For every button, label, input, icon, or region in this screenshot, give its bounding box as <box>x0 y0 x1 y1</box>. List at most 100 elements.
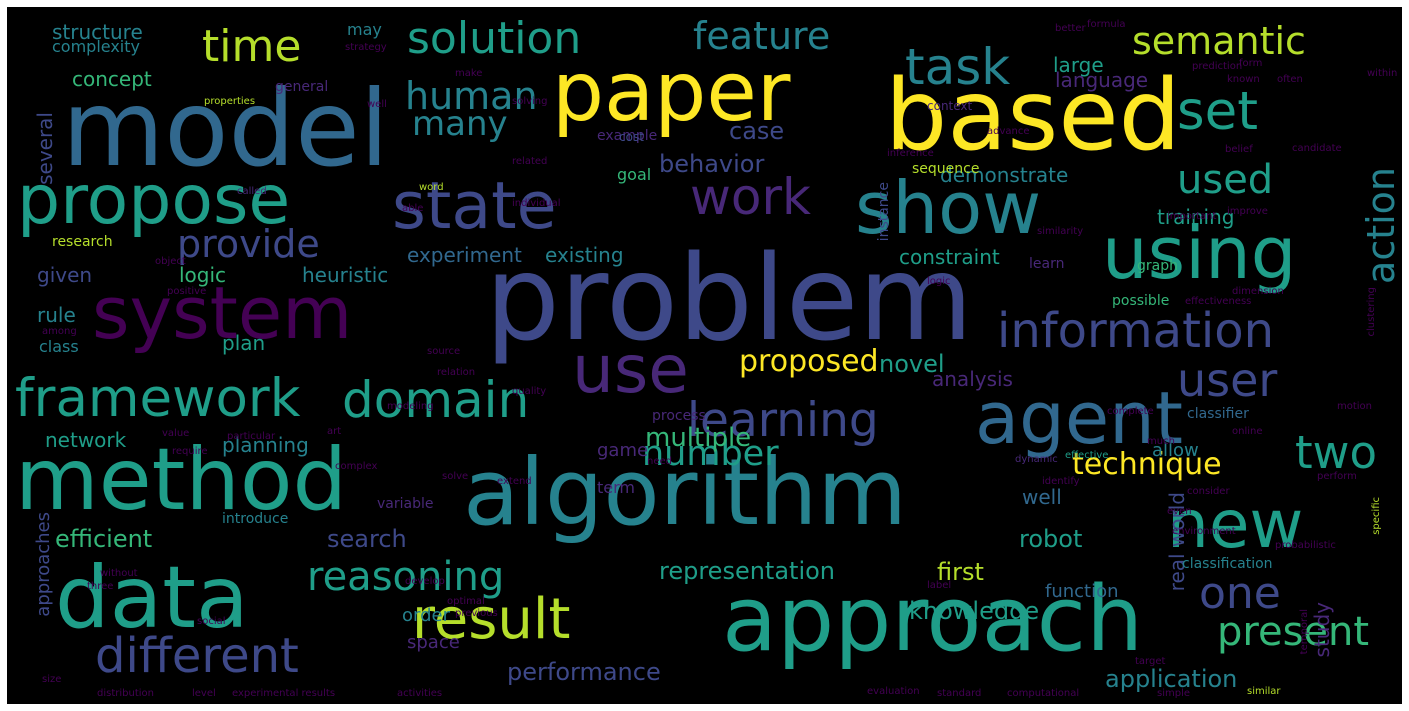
word-make: make <box>455 68 483 79</box>
word-prediction: prediction <box>1192 61 1243 72</box>
word-concept: concept <box>72 67 152 91</box>
word-word: word <box>419 182 444 193</box>
word-new: new <box>1167 486 1304 563</box>
word-size: size <box>42 674 62 685</box>
word-space: space <box>407 632 460 653</box>
word-method: method <box>15 430 348 530</box>
word-used: used <box>1177 157 1274 203</box>
word-cost: cost <box>619 130 644 144</box>
word-computational: computational <box>1007 688 1080 699</box>
word-human: human <box>405 74 538 118</box>
word-known: known <box>1227 74 1260 85</box>
word-information: information <box>997 303 1275 359</box>
word-context: context <box>927 99 973 113</box>
word-identify: identify <box>1042 476 1080 487</box>
word-logic: logic <box>927 276 951 287</box>
word-complete: complete <box>1107 406 1154 417</box>
word-algorithm: algorithm <box>463 439 908 546</box>
word-learn: learn <box>1029 256 1065 272</box>
word-particular: particular <box>227 431 276 442</box>
word-constraint: constraint <box>899 245 1000 269</box>
word-multiple: multiple <box>645 423 752 453</box>
word-two: two <box>1295 426 1377 479</box>
word-network: network <box>45 428 127 452</box>
word-candidate: candidate <box>1292 143 1342 154</box>
word-often: often <box>1277 74 1303 85</box>
word-probabilistic: probabilistic <box>1275 540 1336 551</box>
word-related: related <box>512 156 548 167</box>
word-extend: extend <box>497 476 532 487</box>
word-complexity: complexity <box>52 37 140 56</box>
word-strategy: strategy <box>345 42 387 53</box>
word-search: search <box>327 525 407 553</box>
word-positive: positive <box>167 286 207 297</box>
word-example: example <box>597 128 658 144</box>
word-language: language <box>1055 68 1149 92</box>
word-using: using <box>1102 211 1297 295</box>
word-approach: approach <box>722 567 1144 672</box>
word-learning: learning <box>687 393 879 448</box>
word-class: class <box>39 337 79 356</box>
word-structure: structure <box>52 20 143 44</box>
word-demonstrate: demonstrate <box>940 163 1069 187</box>
word-formula: formula <box>1087 19 1126 30</box>
word-simple: simple <box>1157 688 1191 699</box>
word-rule: rule <box>37 303 76 327</box>
word-large: large <box>1053 53 1104 77</box>
word-even: even <box>1167 506 1192 517</box>
word-complex: complex <box>335 461 378 472</box>
word-may: may <box>347 20 382 39</box>
word-reasoning: reasoning <box>307 554 505 600</box>
word-form: form <box>1239 58 1263 69</box>
word-classification: classification <box>1182 556 1273 572</box>
word-semantic: semantic <box>1132 19 1306 63</box>
word-case: case <box>729 117 785 145</box>
word-properties: properties <box>204 96 256 107</box>
word-online: online <box>1232 426 1263 437</box>
word-distribution: distribution <box>97 688 154 699</box>
word-activities: activities <box>397 688 443 699</box>
word-robot: robot <box>1019 525 1083 553</box>
word-dynamic: dynamic <box>1015 454 1058 465</box>
word-level: level <box>192 688 216 699</box>
word-individual: individual <box>512 198 561 209</box>
word-task: task <box>905 38 1011 96</box>
word-object: object <box>155 256 186 267</box>
word-social: social <box>197 616 226 627</box>
word-order: order <box>402 605 450 626</box>
word-evaluation: evaluation <box>867 686 920 697</box>
word-study: study <box>1310 602 1334 658</box>
word-instance: instance <box>876 182 892 242</box>
word-quality: quality <box>512 386 547 397</box>
word-allow: allow <box>1152 440 1199 461</box>
word-based: based <box>885 59 1181 173</box>
word-analysis: analysis <box>932 367 1013 391</box>
word-standard: standard <box>937 688 982 699</box>
word-general: general <box>275 79 329 95</box>
word-provide: provide <box>177 222 320 266</box>
word-agent: agent <box>975 376 1183 460</box>
word-novel: novel <box>879 350 945 378</box>
word-called: called <box>237 186 267 197</box>
word-temporal: temporal <box>1299 609 1310 655</box>
word-without: without <box>100 568 138 579</box>
word-clustering: clustering <box>1366 287 1377 337</box>
word-system: system <box>92 271 353 355</box>
word-solving: solving <box>512 96 548 107</box>
word-cloud: problem algorithm model based paper method app… <box>7 7 1402 704</box>
word-much: much <box>1147 436 1175 447</box>
word-well: well <box>367 99 387 110</box>
word-result: result <box>412 587 571 652</box>
word-value: value <box>162 428 190 439</box>
word-introduce: introduce <box>222 511 289 527</box>
word-effectiveness: effectiveness <box>1185 296 1252 307</box>
word-many: many <box>412 104 508 144</box>
word-paper: paper <box>552 45 791 140</box>
word-specific: specific <box>1371 497 1382 535</box>
word-consider: consider <box>1187 486 1230 497</box>
word-belief: belief <box>1225 144 1253 155</box>
word-goal: goal <box>617 165 652 184</box>
word-use: use <box>572 331 689 408</box>
word-modeling: modeling <box>387 401 434 412</box>
word-work: work <box>690 168 811 226</box>
